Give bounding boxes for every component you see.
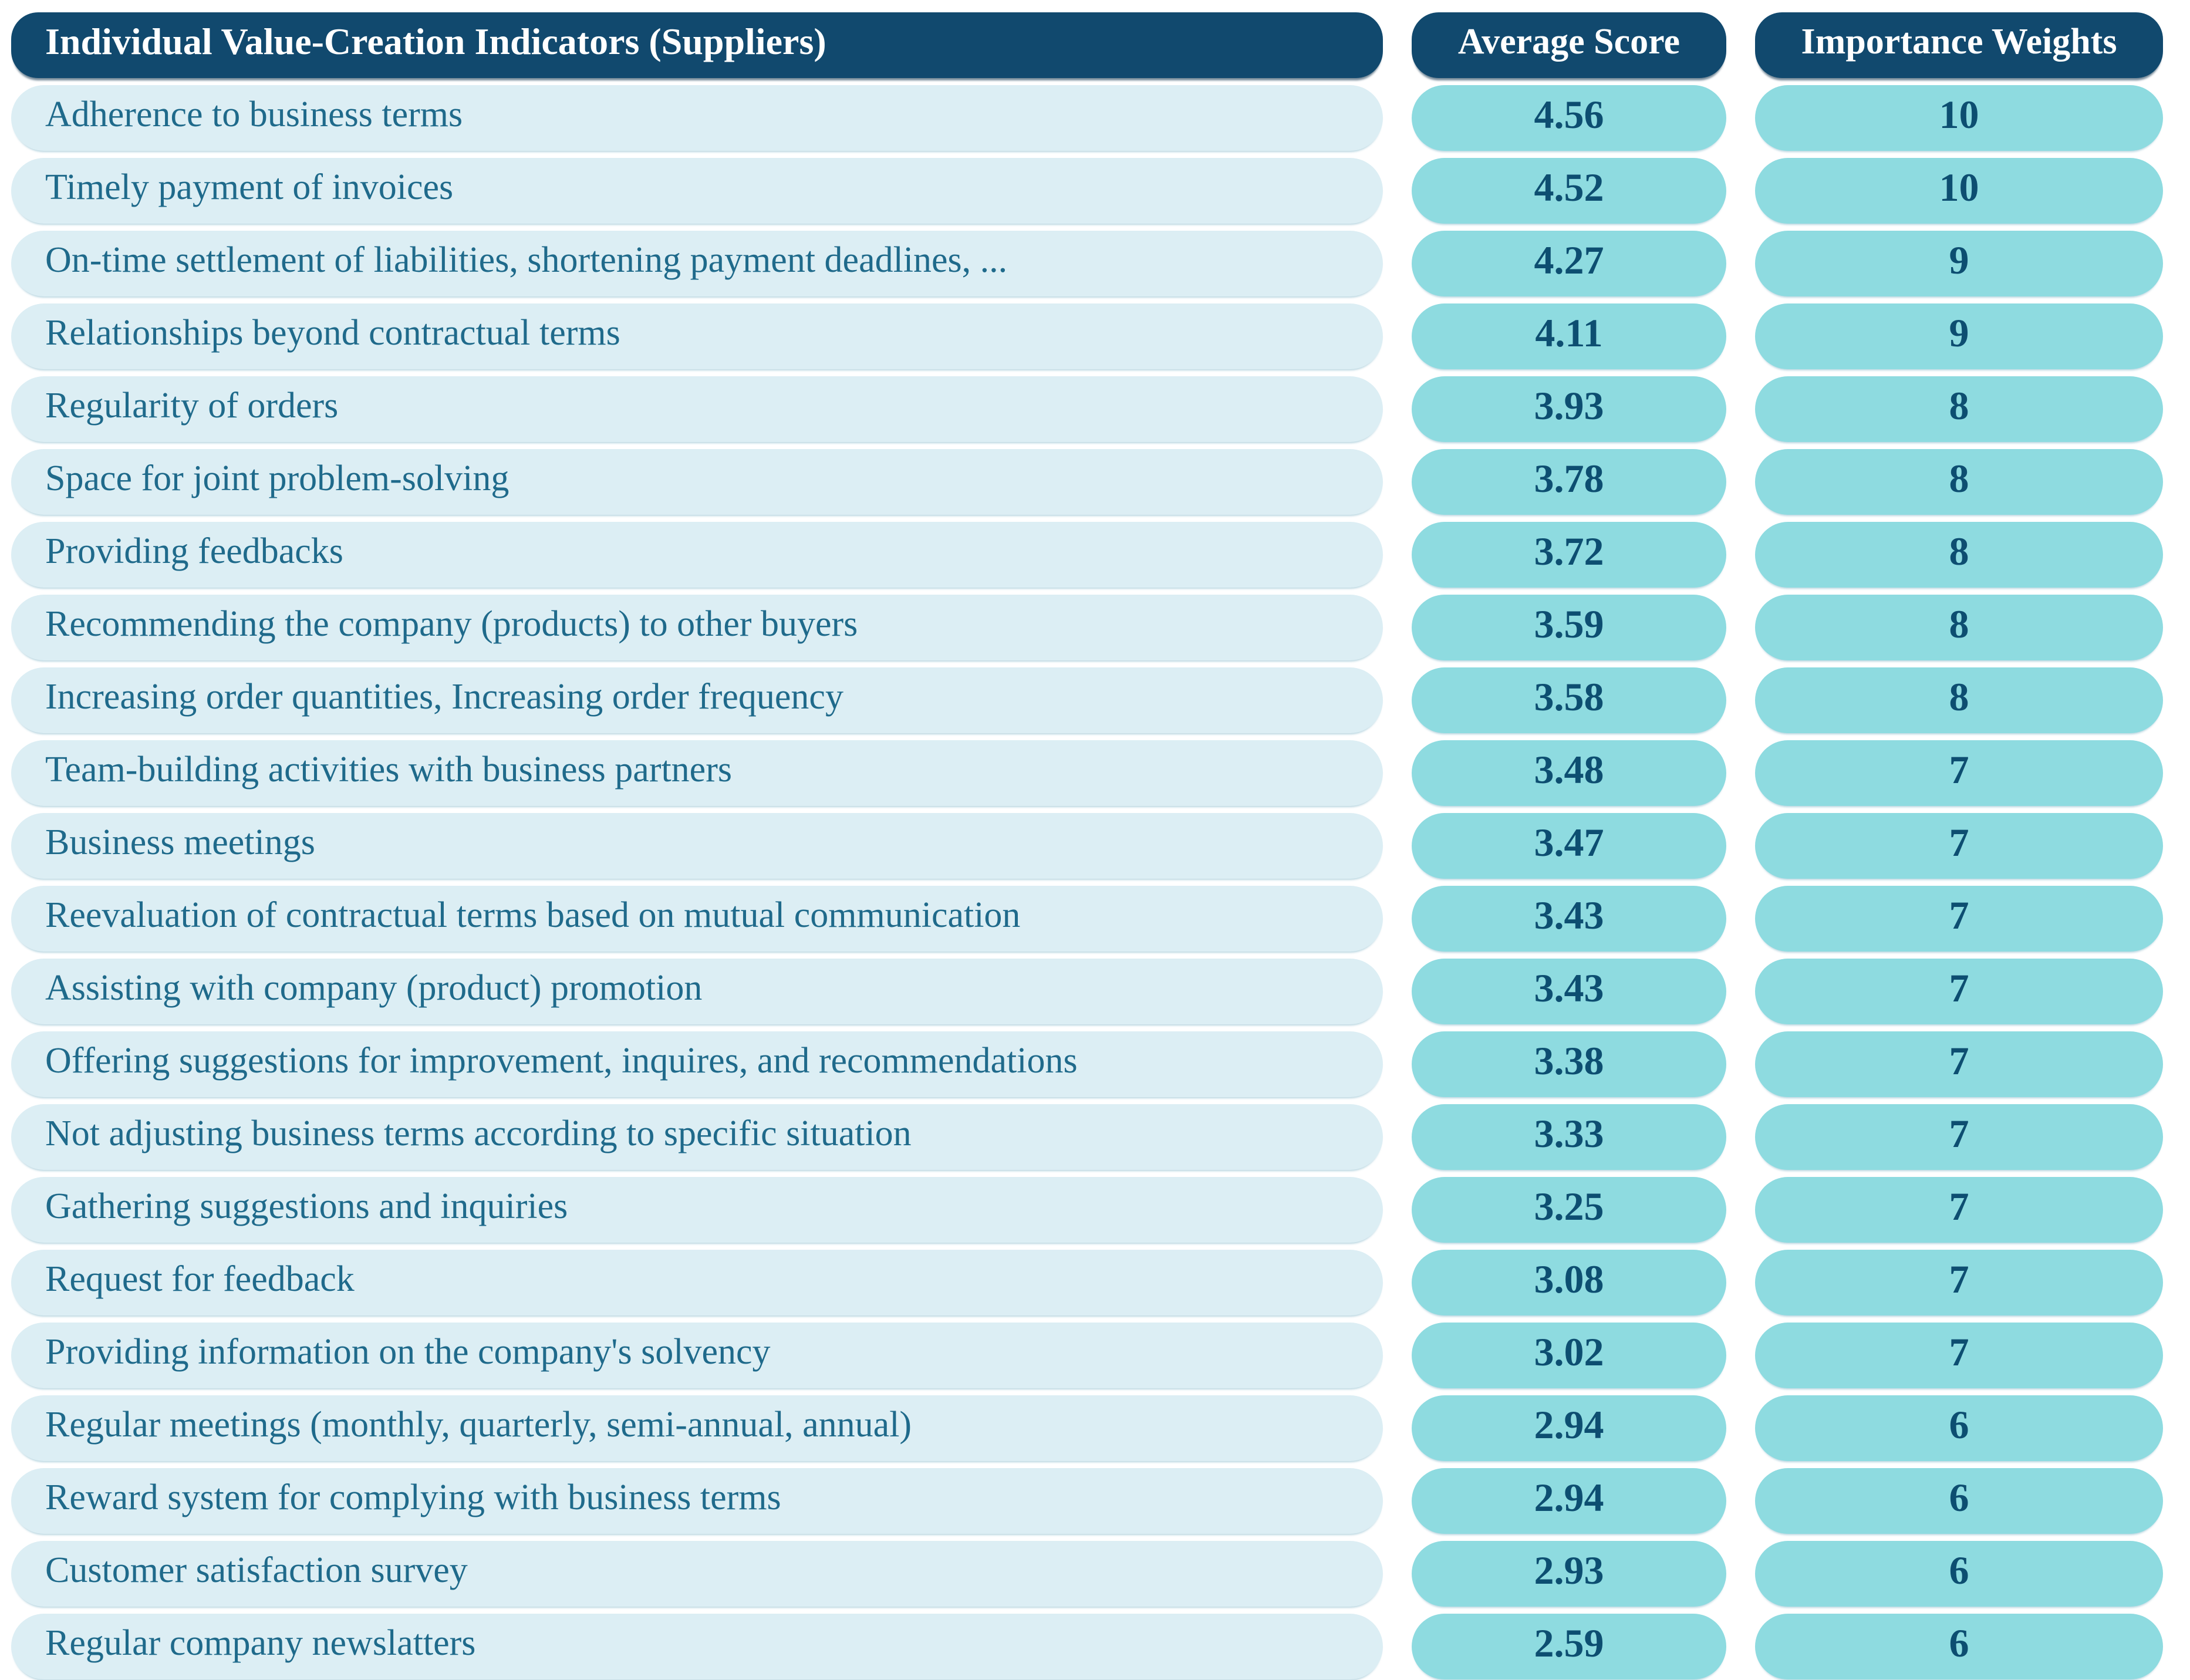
importance-weight-cell: 9 bbox=[1755, 303, 2163, 369]
importance-weight-cell: 7 bbox=[1755, 1104, 2163, 1170]
average-score-cell: 3.47 bbox=[1412, 813, 1726, 879]
table-header-row: Individual Value-Creation Indicators (Su… bbox=[11, 12, 2190, 78]
table-row: Regular meetings (monthly, quarterly, se… bbox=[11, 1395, 2190, 1461]
importance-weight-cell: 7 bbox=[1755, 886, 2163, 952]
importance-weight-cell: 7 bbox=[1755, 813, 2163, 879]
indicator-cell: Regular company newslatters bbox=[11, 1614, 1383, 1679]
table-row: Providing information on the company's s… bbox=[11, 1323, 2190, 1388]
importance-weight-cell: 6 bbox=[1755, 1614, 2163, 1679]
average-score-cell: 3.48 bbox=[1412, 740, 1726, 806]
indicator-cell: Offering suggestions for improvement, in… bbox=[11, 1031, 1383, 1097]
indicator-cell: Not adjusting business terms according t… bbox=[11, 1104, 1383, 1170]
indicator-cell: Gathering suggestions and inquiries bbox=[11, 1177, 1383, 1243]
average-score-cell: 2.94 bbox=[1412, 1468, 1726, 1534]
average-score-cell: 4.27 bbox=[1412, 231, 1726, 296]
importance-weight-cell: 8 bbox=[1755, 522, 2163, 588]
indicator-cell: Adherence to business terms bbox=[11, 85, 1383, 151]
average-score-cell: 3.02 bbox=[1412, 1323, 1726, 1388]
average-score-cell: 4.52 bbox=[1412, 158, 1726, 224]
table-row: Reward system for complying with busines… bbox=[11, 1468, 2190, 1534]
table-row: Offering suggestions for improvement, in… bbox=[11, 1031, 2190, 1097]
average-score-cell: 3.38 bbox=[1412, 1031, 1726, 1097]
average-score-cell: 2.94 bbox=[1412, 1395, 1726, 1461]
table-row: Recommending the company (products) to o… bbox=[11, 595, 2190, 660]
importance-weight-cell: 7 bbox=[1755, 1323, 2163, 1388]
average-score-cell: 3.43 bbox=[1412, 959, 1726, 1024]
column-header-average-score: Average Score bbox=[1412, 12, 1726, 78]
importance-weight-cell: 8 bbox=[1755, 449, 2163, 515]
indicator-cell: Increasing order quantities, Increasing … bbox=[11, 667, 1383, 733]
table-row: Regularity of orders 3.93 8 bbox=[11, 376, 2190, 442]
importance-weight-cell: 10 bbox=[1755, 158, 2163, 224]
importance-weight-cell: 10 bbox=[1755, 85, 2163, 151]
indicator-cell: Providing feedbacks bbox=[11, 522, 1383, 588]
table-row: Timely payment of invoices 4.52 10 bbox=[11, 158, 2190, 224]
table-row: Assisting with company (product) promoti… bbox=[11, 959, 2190, 1024]
column-header-indicators: Individual Value-Creation Indicators (Su… bbox=[11, 12, 1383, 78]
importance-weight-cell: 6 bbox=[1755, 1541, 2163, 1607]
indicator-cell: Assisting with company (product) promoti… bbox=[11, 959, 1383, 1024]
table-row: Reevaluation of contractual terms based … bbox=[11, 886, 2190, 952]
average-score-cell: 3.93 bbox=[1412, 376, 1726, 442]
table-row: Relationships beyond contractual terms 4… bbox=[11, 303, 2190, 369]
average-score-cell: 3.72 bbox=[1412, 522, 1726, 588]
indicator-cell: Regularity of orders bbox=[11, 376, 1383, 442]
indicator-cell: Business meetings bbox=[11, 813, 1383, 879]
importance-weight-cell: 7 bbox=[1755, 959, 2163, 1024]
indicator-cell: Reward system for complying with busines… bbox=[11, 1468, 1383, 1534]
average-score-cell: 2.59 bbox=[1412, 1614, 1726, 1679]
importance-weight-cell: 6 bbox=[1755, 1395, 2163, 1461]
indicator-cell: Space for joint problem-solving bbox=[11, 449, 1383, 515]
average-score-cell: 3.78 bbox=[1412, 449, 1726, 515]
indicator-cell: Relationships beyond contractual terms bbox=[11, 303, 1383, 369]
average-score-cell: 3.25 bbox=[1412, 1177, 1726, 1243]
table-row: Request for feedback 3.08 7 bbox=[11, 1250, 2190, 1315]
importance-weight-cell: 7 bbox=[1755, 740, 2163, 806]
average-score-cell: 4.56 bbox=[1412, 85, 1726, 151]
average-score-cell: 3.58 bbox=[1412, 667, 1726, 733]
importance-weight-cell: 8 bbox=[1755, 595, 2163, 660]
importance-weight-cell: 9 bbox=[1755, 231, 2163, 296]
importance-weight-cell: 7 bbox=[1755, 1031, 2163, 1097]
indicator-cell: Recommending the company (products) to o… bbox=[11, 595, 1383, 660]
indicator-cell: Reevaluation of contractual terms based … bbox=[11, 886, 1383, 952]
average-score-cell: 3.33 bbox=[1412, 1104, 1726, 1170]
importance-weight-cell: 6 bbox=[1755, 1468, 2163, 1534]
table-row: Providing feedbacks 3.72 8 bbox=[11, 522, 2190, 588]
table-row: Increasing order quantities, Increasing … bbox=[11, 667, 2190, 733]
average-score-cell: 2.93 bbox=[1412, 1541, 1726, 1607]
table-row: On-time settlement of liabilities, short… bbox=[11, 231, 2190, 296]
indicator-cell: Customer satisfaction survey bbox=[11, 1541, 1383, 1607]
importance-weight-cell: 7 bbox=[1755, 1177, 2163, 1243]
average-score-cell: 3.08 bbox=[1412, 1250, 1726, 1315]
indicator-cell: Timely payment of invoices bbox=[11, 158, 1383, 224]
indicator-cell: Providing information on the company's s… bbox=[11, 1323, 1383, 1388]
importance-weight-cell: 8 bbox=[1755, 667, 2163, 733]
table-row: Team-building activities with business p… bbox=[11, 740, 2190, 806]
importance-weight-cell: 7 bbox=[1755, 1250, 2163, 1315]
column-header-importance-weights: Importance Weights bbox=[1755, 12, 2163, 78]
table-row: Gathering suggestions and inquiries 3.25… bbox=[11, 1177, 2190, 1243]
indicator-cell: Regular meetings (monthly, quarterly, se… bbox=[11, 1395, 1383, 1461]
table-row: Regular company newslatters 2.59 6 bbox=[11, 1614, 2190, 1679]
table-row: Not adjusting business terms according t… bbox=[11, 1104, 2190, 1170]
average-score-cell: 4.11 bbox=[1412, 303, 1726, 369]
importance-weight-cell: 8 bbox=[1755, 376, 2163, 442]
average-score-cell: 3.59 bbox=[1412, 595, 1726, 660]
indicator-cell: Team-building activities with business p… bbox=[11, 740, 1383, 806]
indicator-cell: Request for feedback bbox=[11, 1250, 1383, 1315]
table-row: Adherence to business terms 4.56 10 bbox=[11, 85, 2190, 151]
table-row: Space for joint problem-solving 3.78 8 bbox=[11, 449, 2190, 515]
table-row: Business meetings 3.47 7 bbox=[11, 813, 2190, 879]
table-row: Customer satisfaction survey 2.93 6 bbox=[11, 1541, 2190, 1607]
indicator-cell: On-time settlement of liabilities, short… bbox=[11, 231, 1383, 296]
average-score-cell: 3.43 bbox=[1412, 886, 1726, 952]
